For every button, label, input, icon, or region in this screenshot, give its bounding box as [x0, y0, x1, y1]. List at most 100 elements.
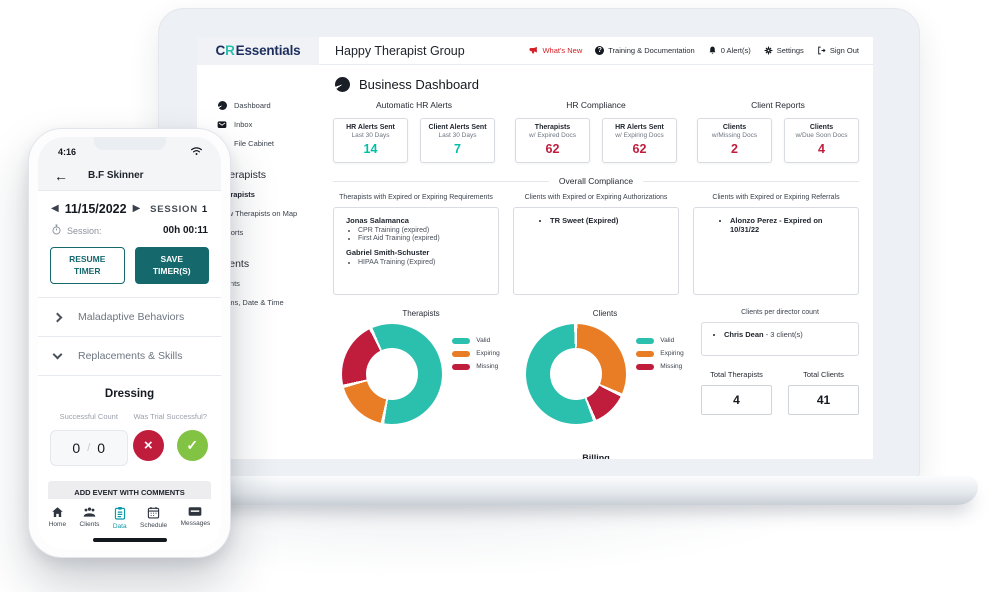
session-selector: SESSION 1 — [150, 204, 208, 215]
sidebar-item-forms-date-time[interactable]: Forms, Date & Time — [217, 298, 284, 307]
summary-column: Clients per director count Chris Dean - … — [701, 309, 859, 424]
brand-logo[interactable]: C R Essentials — [197, 37, 319, 65]
menu-label: 0 Alert(s) — [720, 46, 751, 55]
legend-swatch-expiring — [636, 350, 655, 357]
trial-pass-button[interactable]: ✓ — [176, 430, 208, 461]
tab-schedule[interactable]: Schedule — [140, 506, 167, 530]
accordion-replacements-skills[interactable]: Replacements & Skills — [38, 337, 221, 375]
stat-card-hr-alerts-expiring-docs[interactable]: HR Alerts Sent w/ Expiring Docs 62 — [602, 118, 677, 163]
tab-label: Messages — [180, 520, 211, 527]
save-timer-button[interactable]: SAVE TIMER(S) — [134, 247, 209, 284]
totals-row: Total Therapists 4 Total Clients 41 — [701, 370, 859, 415]
tab-messages[interactable]: Messages — [180, 506, 211, 530]
x-icon: × — [143, 437, 153, 454]
total-value: 41 — [788, 385, 859, 415]
stat-card-clients-missing-docs[interactable]: Clients w/Missing Docs 2 — [697, 118, 772, 163]
sidebar-item-inbox[interactable]: Inbox — [197, 115, 319, 134]
tab-home[interactable]: Home — [49, 506, 66, 530]
stat-card-hr-alerts-sent[interactable]: HR Alerts Sent Last 30 Days 14 — [333, 118, 408, 163]
legend-swatch-missing — [636, 363, 655, 370]
overall-compliance-title: Overall Compliance — [558, 176, 634, 186]
trial-fail-button[interactable]: × — [132, 430, 164, 461]
inbox-icon — [217, 120, 227, 129]
stat-line1: Clients — [809, 124, 834, 131]
panel-list: Alonzo Perez - Expired on 10/31/22 — [693, 207, 859, 295]
stat-line1: Therapists — [534, 124, 571, 131]
sidebar-item-dashboard[interactable]: Dashboard — [197, 96, 319, 115]
check-icon: ✓ — [186, 437, 199, 453]
stat-card-clients-due-soon-docs[interactable]: Clients w/Due Soon Docs 4 — [784, 118, 859, 163]
stat-card-client-alerts-sent[interactable]: Client Alerts Sent Last 30 Days 7 — [420, 118, 495, 163]
session-timer-row: Session: 00h 00:11 — [38, 222, 221, 245]
stat-line1: Clients — [722, 124, 747, 131]
trial-success-column: Was Trial Successful? × ✓ — [130, 412, 212, 466]
stat-line1: HR Alerts Sent — [615, 124, 664, 131]
session-label: SESSION — [150, 203, 198, 215]
legend-swatch-missing — [452, 363, 471, 370]
stat-value: 14 — [363, 142, 378, 156]
therapists-donut-chart: Therapists Valid Expiring Missing — [333, 309, 509, 424]
add-event-button[interactable]: ADD EVENT WITH COMMENTS — [48, 481, 211, 504]
chart-legend: Valid Expiring Missing — [636, 337, 684, 424]
total-label: Total Therapists — [710, 370, 763, 379]
session-timer-value: 00h 00:11 — [162, 225, 208, 236]
legend-label: Valid — [476, 337, 491, 344]
tab-label: Data — [112, 523, 127, 530]
clock-time: 4:16 — [58, 147, 77, 157]
legend-swatch-valid — [452, 337, 471, 344]
chevron-right-icon — [52, 312, 63, 322]
tab-clients[interactable]: Clients — [80, 506, 99, 530]
accordion-label: Maladaptive Behaviors — [78, 311, 185, 323]
billing-section-title: Billing — [582, 453, 610, 459]
gear-icon — [764, 46, 773, 55]
stat-value: 62 — [632, 142, 647, 156]
app-header: C R Essentials Happy Therapist Group What'… — [197, 37, 873, 65]
pie-chart-icon — [335, 77, 350, 92]
phone-notch — [93, 137, 166, 150]
menu-whats-new[interactable]: What's New — [529, 46, 582, 55]
trial-section: Successful Count 0 / 0 Was Trial Success… — [38, 412, 221, 466]
successful-count-label: Successful Count — [59, 412, 118, 421]
status-bar: 4:16 — [38, 137, 221, 158]
sign-out-icon — [817, 46, 826, 55]
resume-timer-button[interactable]: RESUME TIMER — [50, 247, 125, 284]
menu-settings[interactable]: Settings — [764, 46, 804, 55]
sidebar-item-file-cabinet[interactable]: File Cabinet — [197, 134, 319, 153]
stat-groups: Automatic HR Alerts HR Alerts Sent Last … — [333, 100, 859, 163]
stat-group-hr-compliance: HR Compliance Therapists w/ Expired Docs… — [515, 100, 677, 163]
stat-value: 2 — [731, 142, 738, 156]
session-date[interactable]: 11/15/2022 — [64, 202, 127, 216]
clients-icon — [82, 506, 97, 518]
chevron-down-icon — [52, 349, 63, 360]
brand-name: Essentials — [235, 43, 301, 58]
chart-legend: Valid Expiring Missing — [452, 337, 500, 424]
menu-sign-out[interactable]: Sign Out — [817, 46, 859, 55]
director-count: - 3 client(s) — [763, 330, 803, 339]
sidebar-label: Dashboard — [234, 101, 271, 110]
stat-value: 62 — [545, 142, 560, 156]
tab-data[interactable]: Data — [113, 506, 127, 530]
menu-training-documentation[interactable]: ? Training & Documentation — [595, 46, 695, 55]
menu-alerts[interactable]: 0 Alert(s) — [708, 46, 751, 55]
prev-date-arrow[interactable]: ◀ — [51, 203, 59, 214]
stat-card-therapists-expired-docs[interactable]: Therapists w/ Expired Docs 62 — [515, 118, 590, 163]
sidebar-label: File Cabinet — [234, 139, 275, 148]
stat-line2: w/Missing Docs — [711, 132, 758, 139]
back-arrow-icon[interactable]: ← — [54, 167, 68, 184]
panel-client-authorizations: Clients with Expired or Expiring Authori… — [513, 194, 679, 295]
director-count-box: Chris Dean - 3 client(s) — [701, 322, 859, 356]
legend-label: Expiring — [476, 350, 500, 357]
successful-count-box[interactable]: 0 / 0 — [49, 430, 128, 466]
donut-chart — [526, 324, 627, 424]
next-date-arrow[interactable]: ▶ — [132, 203, 141, 214]
count-current: 0 — [72, 440, 81, 456]
menu-label: Settings — [776, 46, 804, 55]
brand-letter-c: C — [215, 43, 226, 58]
sidebar-item-therapists[interactable]: Therapists — [217, 190, 255, 199]
accordion-maladaptive-behaviors[interactable]: Maladaptive Behaviors — [38, 298, 221, 336]
legend-swatch-valid — [636, 337, 655, 344]
sidebar-item-view-therapists-on-map[interactable]: View Therapists on Map — [217, 209, 298, 218]
tab-label: Home — [48, 521, 67, 528]
wifi-icon — [190, 146, 203, 158]
total-therapists: Total Therapists 4 — [701, 370, 772, 415]
